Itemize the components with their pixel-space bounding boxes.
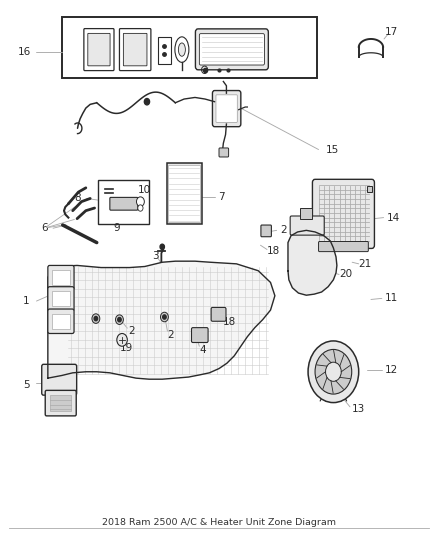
FancyBboxPatch shape: [199, 34, 265, 65]
Text: 7: 7: [218, 192, 225, 203]
FancyBboxPatch shape: [48, 309, 74, 334]
FancyBboxPatch shape: [52, 314, 70, 329]
FancyBboxPatch shape: [45, 390, 76, 416]
Circle shape: [160, 312, 168, 322]
FancyBboxPatch shape: [84, 29, 114, 70]
FancyBboxPatch shape: [195, 29, 268, 70]
FancyBboxPatch shape: [120, 29, 151, 70]
FancyBboxPatch shape: [191, 328, 208, 343]
Text: 2018 Ram 2500 A/C & Heater Unit Zone Diagram: 2018 Ram 2500 A/C & Heater Unit Zone Dia…: [102, 518, 336, 527]
Circle shape: [117, 334, 127, 346]
FancyBboxPatch shape: [124, 34, 147, 66]
FancyBboxPatch shape: [48, 265, 74, 290]
FancyBboxPatch shape: [49, 395, 71, 411]
Polygon shape: [48, 261, 275, 379]
Circle shape: [162, 315, 166, 319]
Circle shape: [92, 314, 100, 324]
Circle shape: [118, 318, 121, 322]
Text: 17: 17: [385, 27, 398, 37]
Text: 16: 16: [18, 47, 32, 57]
FancyBboxPatch shape: [219, 148, 229, 157]
FancyBboxPatch shape: [62, 17, 317, 78]
FancyBboxPatch shape: [158, 37, 171, 64]
Text: 2: 2: [280, 225, 287, 236]
FancyBboxPatch shape: [110, 197, 138, 210]
FancyBboxPatch shape: [168, 165, 200, 222]
Text: 18: 18: [223, 317, 237, 327]
Circle shape: [308, 341, 359, 402]
Text: 20: 20: [339, 270, 352, 279]
FancyBboxPatch shape: [166, 163, 201, 224]
FancyBboxPatch shape: [290, 216, 324, 235]
Circle shape: [137, 197, 145, 206]
Text: 18: 18: [267, 246, 280, 255]
Circle shape: [160, 244, 164, 249]
Text: 9: 9: [113, 223, 120, 233]
Circle shape: [138, 205, 143, 211]
FancyBboxPatch shape: [48, 287, 74, 311]
Text: 3: 3: [152, 251, 159, 261]
Ellipse shape: [178, 43, 185, 56]
FancyBboxPatch shape: [318, 241, 368, 252]
Text: 4: 4: [199, 345, 206, 356]
FancyBboxPatch shape: [88, 34, 110, 66]
Text: 1: 1: [23, 296, 29, 306]
FancyBboxPatch shape: [261, 225, 272, 237]
Circle shape: [315, 350, 352, 394]
FancyBboxPatch shape: [300, 208, 312, 219]
FancyBboxPatch shape: [216, 95, 237, 123]
FancyBboxPatch shape: [211, 308, 226, 321]
Polygon shape: [288, 230, 337, 295]
FancyBboxPatch shape: [212, 91, 241, 127]
Text: 10: 10: [138, 185, 152, 195]
Circle shape: [94, 317, 98, 321]
FancyBboxPatch shape: [312, 179, 374, 248]
FancyBboxPatch shape: [98, 180, 149, 224]
Text: 11: 11: [385, 293, 398, 303]
FancyBboxPatch shape: [367, 185, 372, 192]
Circle shape: [116, 315, 124, 325]
Text: 19: 19: [120, 343, 133, 353]
FancyBboxPatch shape: [52, 292, 70, 306]
Ellipse shape: [175, 37, 189, 62]
Text: 21: 21: [359, 259, 372, 269]
FancyBboxPatch shape: [52, 270, 70, 285]
Text: 14: 14: [387, 213, 400, 223]
Text: 5: 5: [23, 379, 29, 390]
Text: 2: 2: [167, 329, 173, 340]
Text: 13: 13: [352, 404, 365, 414]
Circle shape: [325, 362, 341, 381]
Text: 12: 12: [385, 365, 398, 375]
FancyBboxPatch shape: [42, 365, 77, 395]
Circle shape: [145, 99, 150, 105]
Text: 6: 6: [41, 223, 48, 233]
Text: 8: 8: [74, 193, 81, 204]
Text: 2: 2: [128, 326, 135, 336]
Text: 15: 15: [326, 144, 339, 155]
